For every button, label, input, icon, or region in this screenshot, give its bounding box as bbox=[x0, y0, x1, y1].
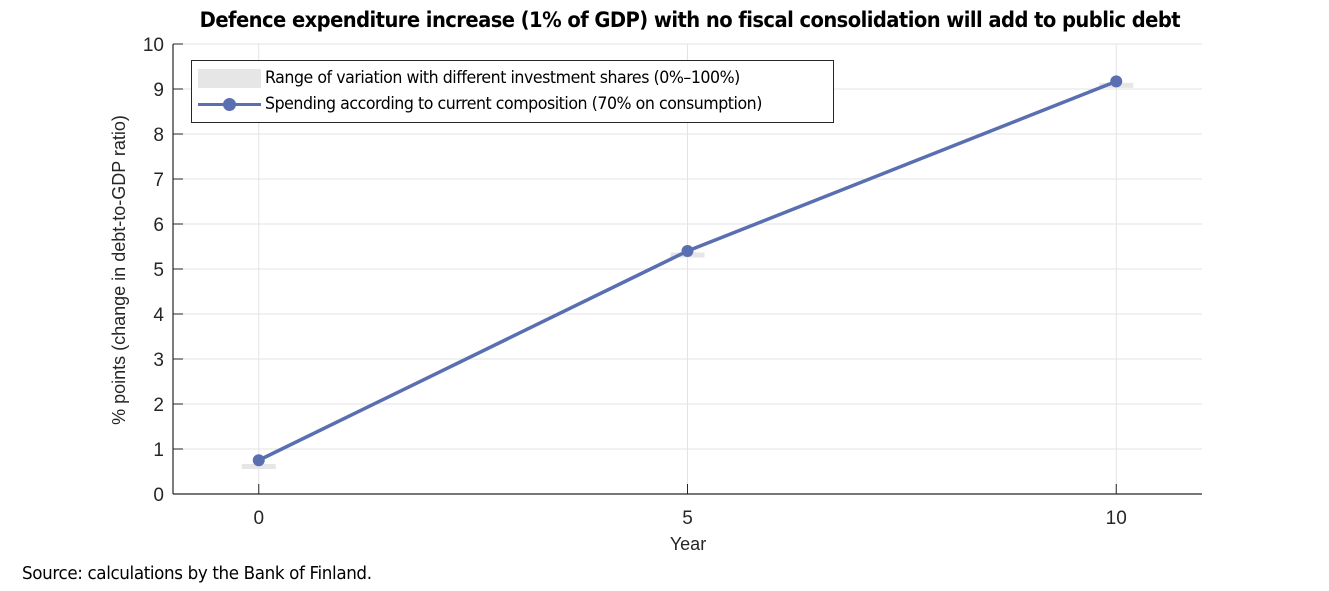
y-tick-label: 8 bbox=[153, 125, 164, 146]
source-note: Source: calculations by the Bank of Finl… bbox=[22, 563, 372, 584]
x-tick-label: 10 bbox=[1106, 508, 1127, 529]
legend-item-line: Spending according to current compositio… bbox=[198, 92, 799, 116]
range-bar bbox=[241, 464, 276, 469]
data-point bbox=[1110, 75, 1123, 88]
y-tick-label: 2 bbox=[153, 395, 164, 416]
x-tick-label: 5 bbox=[682, 508, 693, 529]
range-swatch-icon bbox=[198, 68, 261, 88]
data-point bbox=[681, 245, 694, 257]
x-tick-label: 0 bbox=[253, 508, 264, 529]
line-marker-swatch-icon bbox=[198, 95, 261, 114]
legend-label: Spending according to current compositio… bbox=[265, 94, 762, 114]
tick-labels: 0 1 2 3 4 5 6 7 8 9 10 0 5 10 bbox=[143, 35, 1127, 529]
legend-item-range: Range of variation with different invest… bbox=[198, 66, 776, 90]
legend: Range of variation with different invest… bbox=[191, 60, 834, 123]
legend-label: Range of variation with different invest… bbox=[265, 68, 740, 88]
y-axis-label: % points (change in debt-to-GDP ratio) bbox=[109, 115, 129, 425]
x-axis-label: Year bbox=[670, 534, 706, 554]
data-marks bbox=[241, 75, 1134, 469]
y-tick-label: 3 bbox=[153, 350, 164, 371]
y-tick-label: 9 bbox=[153, 80, 164, 101]
axes bbox=[172, 43, 1202, 495]
y-tick-label: 1 bbox=[153, 440, 164, 461]
y-tick-label: 5 bbox=[153, 260, 164, 281]
y-tick-label: 10 bbox=[143, 35, 164, 56]
chart-title: Defence expenditure increase (1% of GDP)… bbox=[199, 8, 1181, 32]
y-tick-label: 7 bbox=[153, 170, 164, 191]
data-point bbox=[252, 454, 265, 467]
y-tick-label: 0 bbox=[153, 485, 164, 506]
y-tick-label: 6 bbox=[153, 215, 164, 236]
y-tick-label: 4 bbox=[153, 305, 164, 326]
